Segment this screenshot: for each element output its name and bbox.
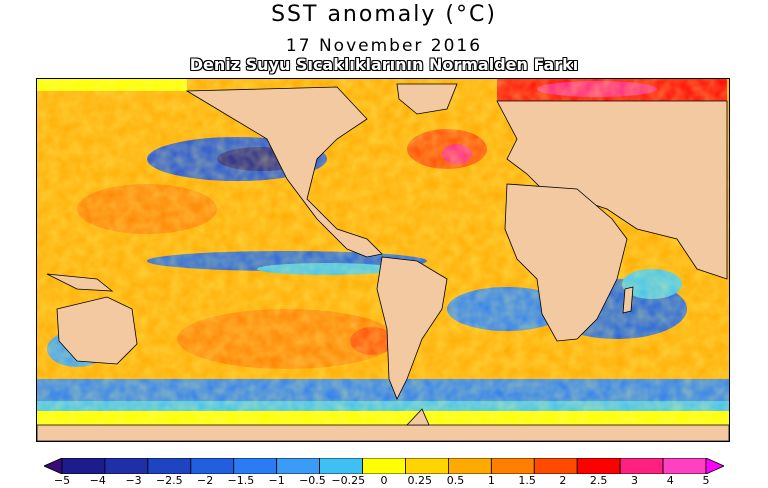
legend-tick-label: 3 <box>630 474 638 487</box>
legend-tick-label: −0.25 <box>331 474 366 487</box>
legend-swatch <box>619 458 664 474</box>
africa <box>504 183 628 342</box>
legend-tick-label: −5 <box>53 474 71 487</box>
color-legend <box>44 458 724 474</box>
antarctic-peninsula <box>406 408 430 426</box>
legend-swatch <box>276 458 321 474</box>
australia <box>56 296 138 365</box>
map-date: 17 November 2016 <box>285 36 483 56</box>
north-america <box>185 86 383 258</box>
legend-swatch <box>362 458 406 474</box>
legend-swatch <box>233 458 278 474</box>
legend-swatch <box>405 458 449 474</box>
legend-tick-label: −4 <box>89 474 106 487</box>
legend-swatch <box>190 458 235 474</box>
legend-tick-label: 2 <box>559 474 567 487</box>
legend-tick-label: 1 <box>487 474 495 487</box>
south-america <box>376 256 448 400</box>
madagascar <box>622 286 634 314</box>
legend-swatch <box>319 458 363 474</box>
europe-asia <box>496 100 728 280</box>
legend-swatch <box>147 458 192 474</box>
legend-max-arrow <box>705 458 724 474</box>
legend-tick-label: 0.5 <box>446 474 465 487</box>
legend-swatch <box>104 458 149 474</box>
antarctica <box>37 424 729 441</box>
map-canvas <box>37 79 729 441</box>
map-title: SST anomaly (°C) <box>271 2 497 27</box>
legend-tick-label: −1 <box>268 474 285 487</box>
legend-tick-label: −1.5 <box>227 474 255 487</box>
legend-swatch <box>533 458 578 474</box>
greenland <box>396 83 458 115</box>
legend-swatch <box>576 458 621 474</box>
legend-min-arrow <box>44 458 63 474</box>
legend-tick-label: 0 <box>380 474 388 487</box>
sst-anomaly-map <box>36 78 730 442</box>
map-subtitle: Deniz Suyu Sıcaklıklarının Normalden Far… <box>189 55 579 74</box>
legend-tick-label: −3 <box>125 474 142 487</box>
legend-swatch <box>61 458 106 474</box>
legend-tick-label: −2 <box>197 474 214 487</box>
legend-tick-label: 5 <box>702 474 710 487</box>
legend-swatch <box>490 458 535 474</box>
legend-tick-label: −2.5 <box>155 474 183 487</box>
legend-swatch <box>662 458 707 474</box>
legend-swatch <box>447 458 492 474</box>
legend-tick-label: 1.5 <box>518 474 536 487</box>
legend-tick-label: −0.5 <box>299 474 326 487</box>
legend-tick-label: 4 <box>666 474 674 487</box>
legend-tick-label: 2.5 <box>589 474 608 487</box>
land <box>37 83 729 441</box>
indonesia <box>46 273 114 292</box>
legend-tick-label: 0.25 <box>407 474 433 487</box>
